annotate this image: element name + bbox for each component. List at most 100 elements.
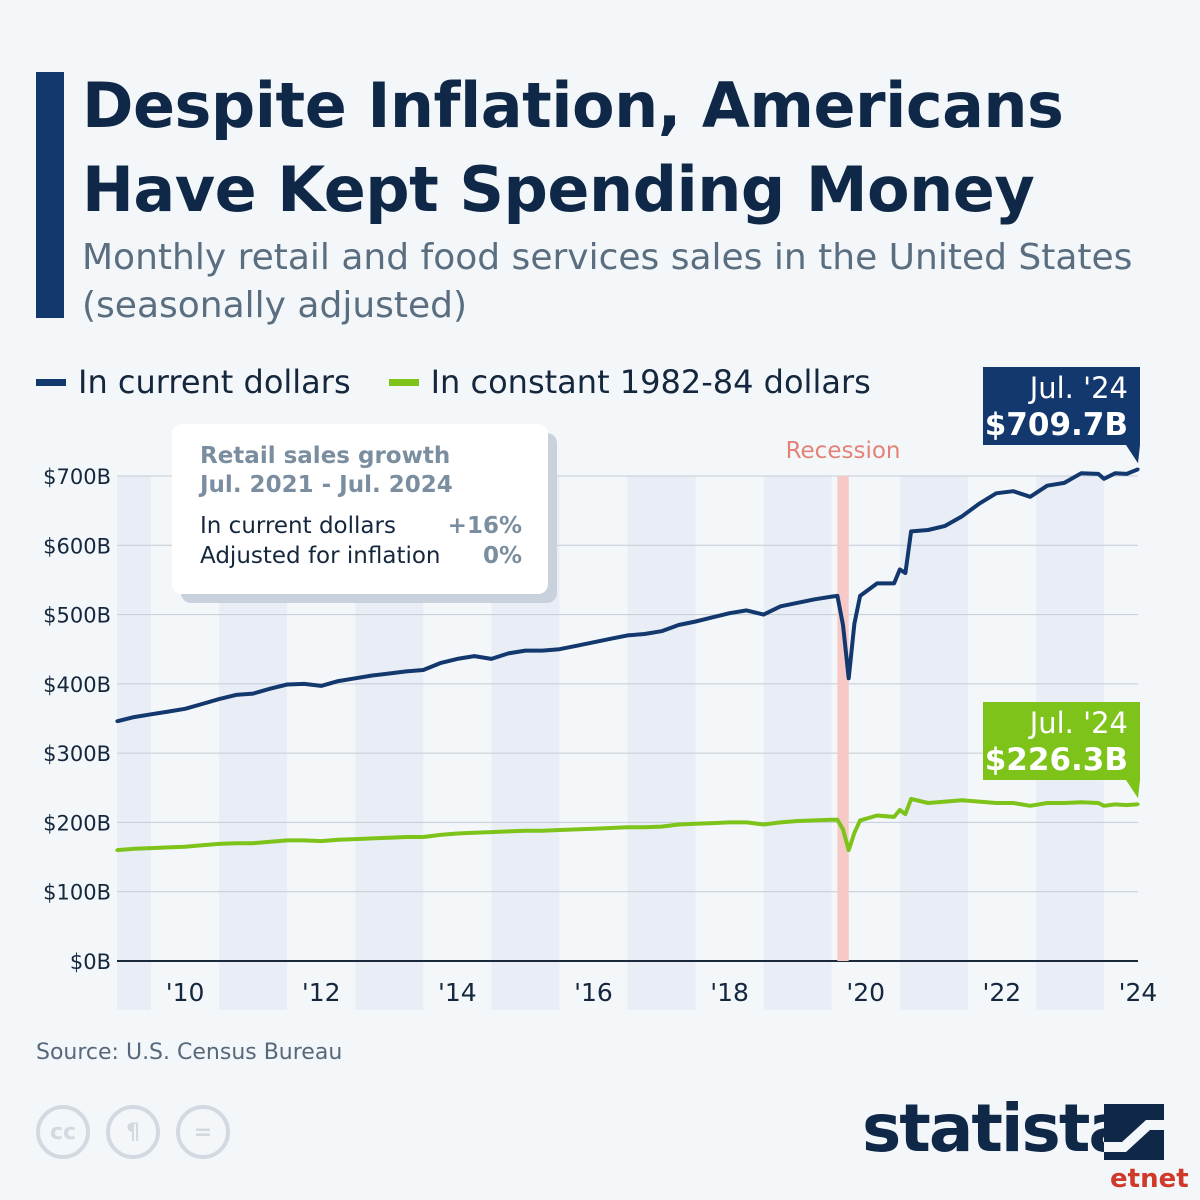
data-point xyxy=(540,649,545,653)
data-point xyxy=(472,831,476,835)
growth-info-box: Retail sales growth Jul. 2021 - Jul. 202… xyxy=(172,424,548,594)
data-point xyxy=(183,845,187,849)
y-tick-label: $0B xyxy=(70,950,111,974)
data-point xyxy=(1079,471,1083,475)
legend-item-current: In current dollars xyxy=(36,363,351,401)
data-point xyxy=(642,632,647,636)
data-point xyxy=(1028,495,1032,499)
statista-logo-text[interactable]: statista xyxy=(862,1090,1133,1167)
data-point xyxy=(234,841,238,845)
data-point xyxy=(336,838,340,842)
data-point xyxy=(285,838,289,843)
infobox-title: Retail sales growth Jul. 2021 - Jul. 202… xyxy=(200,442,540,500)
data-point xyxy=(852,621,856,626)
data-point xyxy=(898,567,902,572)
data-point xyxy=(875,581,879,585)
data-point xyxy=(841,827,845,831)
data-point xyxy=(523,829,528,833)
data-point xyxy=(779,820,783,825)
callout-value: $709.7B xyxy=(985,407,1128,443)
data-point xyxy=(1011,801,1015,805)
y-tick-label: $500B xyxy=(43,604,111,628)
data-point xyxy=(909,797,913,801)
data-point xyxy=(523,649,528,653)
data-point xyxy=(166,709,170,714)
data-point xyxy=(1125,472,1129,476)
data-point xyxy=(489,657,493,661)
x-tick-label: '12 xyxy=(302,978,341,1007)
data-point xyxy=(847,848,851,852)
data-point xyxy=(841,623,845,627)
data-point xyxy=(353,676,357,680)
data-point xyxy=(903,571,908,575)
data-point xyxy=(1096,472,1100,476)
infobox-title-line-1: Retail sales growth xyxy=(200,443,451,469)
y-tick-label: $200B xyxy=(43,811,111,835)
data-point xyxy=(234,693,238,697)
data-point xyxy=(977,502,981,506)
data-point xyxy=(132,847,136,851)
data-point xyxy=(858,818,862,822)
page-subtitle: Monthly retail and food services sales i… xyxy=(82,234,1172,330)
data-point xyxy=(1028,804,1032,808)
data-point xyxy=(926,801,930,805)
data-point xyxy=(302,838,306,843)
data-point xyxy=(251,841,255,845)
attribution-icon[interactable]: ¶ xyxy=(106,1105,160,1159)
data-point xyxy=(693,822,698,826)
no-derivatives-icon[interactable]: = xyxy=(176,1105,230,1159)
callout-pointer xyxy=(1126,445,1140,464)
data-point xyxy=(676,623,681,627)
data-point xyxy=(1136,802,1140,806)
legend-swatch-constant xyxy=(388,378,419,386)
data-point xyxy=(728,611,732,615)
callout-date: Jul. '24 xyxy=(1028,706,1128,740)
data-point xyxy=(591,827,596,831)
callout-date: Jul. '24 xyxy=(1028,371,1128,405)
data-point xyxy=(1113,802,1117,807)
cc-icon[interactable]: cc xyxy=(36,1105,90,1159)
y-tick-label: $400B xyxy=(43,673,111,697)
data-point xyxy=(762,822,766,827)
etnet-watermark: etnet xyxy=(1110,1164,1189,1194)
callout-box xyxy=(983,702,1140,780)
data-point xyxy=(370,673,374,678)
data-point xyxy=(710,615,715,619)
data-point xyxy=(1011,489,1015,493)
data-point xyxy=(404,669,408,673)
data-point xyxy=(183,707,187,711)
data-point xyxy=(268,840,272,844)
x-tick-label: '18 xyxy=(710,978,749,1007)
data-point xyxy=(574,827,579,831)
data-point xyxy=(438,833,442,837)
legend-swatch-current xyxy=(36,378,66,386)
data-point xyxy=(387,671,391,676)
legend-label-current: In current dollars xyxy=(78,363,351,401)
y-tick-label: $100B xyxy=(43,881,111,905)
data-point xyxy=(745,608,749,613)
data-point xyxy=(285,682,289,687)
data-point xyxy=(796,601,800,605)
data-point xyxy=(835,818,839,822)
data-point xyxy=(115,848,119,852)
year-band xyxy=(899,476,968,1010)
data-point xyxy=(960,798,964,802)
title-line-1: Despite Inflation, Americans xyxy=(82,69,1064,142)
series-line-constant xyxy=(116,796,1139,853)
data-point xyxy=(251,691,255,696)
data-point xyxy=(728,820,732,825)
data-point xyxy=(506,651,510,655)
data-point xyxy=(319,684,323,688)
data-point xyxy=(898,808,902,812)
data-point xyxy=(875,813,879,818)
year-band xyxy=(117,476,152,1010)
data-point xyxy=(994,491,998,495)
data-point xyxy=(608,637,613,641)
data-point xyxy=(762,612,766,617)
data-point xyxy=(1062,801,1066,805)
x-tick-label: '16 xyxy=(574,978,613,1007)
data-point xyxy=(302,682,306,686)
data-point xyxy=(796,819,800,823)
data-point xyxy=(574,644,579,648)
data-point xyxy=(813,818,817,822)
